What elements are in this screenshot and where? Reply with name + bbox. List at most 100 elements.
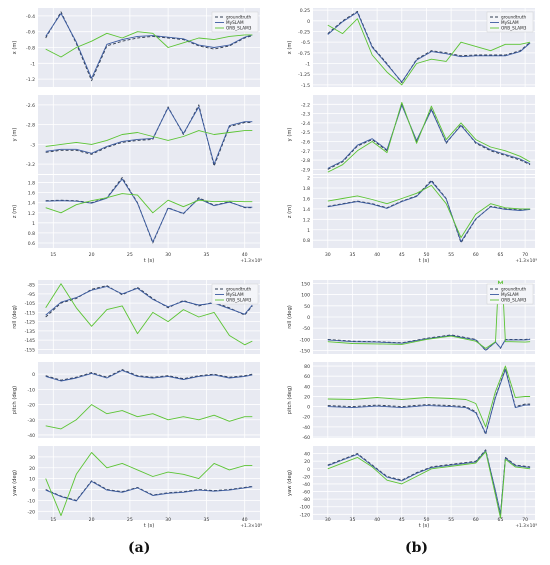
fig-b-legend-box-3 [486, 283, 534, 305]
fig-a-panel-4-series-groundtruth [45, 369, 253, 381]
fig-b-panel-4-ytick-5: -20 [302, 415, 310, 421]
fig-a-panel-2-series-groundtruth [45, 177, 253, 244]
fig-b-panel-2-ytick-1: 1.8 [303, 186, 310, 192]
fig-b-panel-2-ylabel: z (m) [287, 205, 293, 218]
fig-b-legend-label-3-2: ORB_SLAM3 [501, 298, 527, 303]
fig-a-panel-3-ytick-3: -115 [25, 310, 36, 316]
fig-a-xtick-0-0: 15 [50, 252, 56, 258]
fig-b-panel-0-ytick-4: -0.75 [298, 51, 310, 57]
fig-a-panel-0-ytick-4: -1.2 [26, 77, 35, 83]
fig-b-panel-0-ytick-0: 0.25 [300, 8, 310, 14]
fig-b-xlabel-0: t (s) [419, 258, 429, 264]
fig-b-panel-0: 0.25 0 -0.25 -0.5 -0.75 -1 -1.25 -1.5 x (m) groun… [287, 8, 535, 89]
fig-a-panel-2-series-myslam [45, 178, 253, 243]
caption-a: (a) [128, 540, 151, 556]
fig-a-panel-2-ytick-0: 0.6 [28, 241, 35, 247]
fig-b-panel-5-ylabel: yaw (deg) [287, 470, 293, 496]
fig-b-legend-label-3-1: MySLAM [501, 292, 519, 297]
fig-b-panel-1-ytick-0: -2.2 [301, 102, 310, 108]
fig-a-xtick-0-5: 40 [242, 252, 248, 258]
fig-a-offset-label-1: +1.3×10⁹ [240, 523, 262, 529]
fig-b-panel-2-ytick-6: 0.8 [303, 238, 310, 244]
fig-a-panel-0: -0.4 -0.6 -0.8 -1 -1.2 x (m) groundtruthMySLAM… [12, 8, 260, 87]
fig-b-panel-3-ytick-4: -50 [302, 326, 310, 332]
fig-a-panel-3-ytick-6: -145 [25, 338, 36, 344]
fig-b-panel-0-ylabel: x (m) [287, 41, 293, 55]
fig-b-panel-4-ylabel: pitch (deg) [287, 386, 293, 414]
fig-b-panel-0-ytick-2: -0.25 [298, 29, 310, 35]
fig-b-panel-5-ytick-8: -120 [300, 512, 311, 518]
fig-b-panel-4-ytick-0: 80 [304, 364, 310, 370]
caption-b: (b) [405, 540, 429, 556]
fig-a-panel-4-series-orb_slam3 [45, 404, 253, 430]
fig-b-panel-5-series-orb_slam3 [327, 451, 531, 519]
fig-b-panel-4-ytick-4: 0 [307, 405, 310, 411]
fig-b-legend-box-0 [486, 11, 534, 33]
fig-b-panel-4-ytick-3: 20 [304, 394, 310, 400]
fig-b-xtick-1-3: 45 [399, 517, 405, 523]
fig-a-xtick-0-2: 25 [127, 252, 133, 258]
fig-a-panel-3-series-myslam [45, 286, 253, 316]
fig-a-panel-4-background [38, 362, 260, 438]
fig-a-panel-2-ylabel: z (m) [12, 205, 18, 218]
fig-b-panel-3-ytick-2: 50 [304, 304, 310, 310]
fig-a-panel-5-ylabel: yaw (deg) [12, 470, 18, 496]
fig-a-panel-0-series-myslam [45, 13, 253, 79]
fig-b-panel-0-series-orb_slam3 [327, 18, 531, 86]
fig-a-xtick-1-2: 25 [127, 517, 133, 523]
fig-b-xtick-1-0: 30 [325, 517, 331, 523]
fig-b-panel-0-series-groundtruth [327, 10, 531, 84]
fig-a-panel-2-ytick-2: 1 [32, 221, 35, 227]
fig-b-xlabel-1: t (s) [419, 523, 429, 529]
fig-b-panel-1-ytick-7: -2.9 [301, 167, 310, 173]
fig-a-panel-2-series-orb_slam3 [45, 193, 253, 214]
fig-a-panel-5-ytick-2: 10 [29, 477, 35, 483]
fig-b-xtick-1-8: 70 [522, 517, 528, 523]
fig-b-panel-4-ytick-7: -60 [302, 435, 310, 441]
fig-b-panel-2: 2 1.8 1.6 1.4 1.2 1 0.8 z (m) 30 35 40 45 50 55 60 65 70… [287, 175, 537, 264]
fig-b-xtick-1-4: 50 [424, 517, 430, 523]
fig-b-xtick-1-7: 65 [498, 517, 504, 523]
figure-a: -0.4 -0.6 -0.8 -1 -1.2 x (m) groundtruth MySLAM… [0, 0, 275, 539]
fig-a-panel-1-ytick-1: -2.8 [26, 123, 35, 129]
fig-b-legend-label-3-0: groundtruth [501, 287, 526, 292]
fig-b-panel-4-series-myslam [327, 369, 531, 434]
fig-a-panel-1-ytick-3: -3.2 [26, 162, 35, 168]
fig-a-panel-5-background [38, 446, 260, 520]
fig-b-xtick-0-8: 70 [522, 252, 528, 258]
fig-a-panel-2: 0.6 0.8 1 1.2 1.4 1.6 1.8 z (m) 15 20 25 30 35 40 t (s… [12, 175, 262, 264]
fig-b-panel-4-background [313, 362, 535, 438]
fig-a-panel-4-ytick-2: -20 [27, 403, 35, 409]
fig-b-panel-1-ylabel: y (m) [287, 128, 293, 142]
fig-a-legend-label-3-1: MySLAM [226, 292, 244, 297]
fig-b-panel-1-ytick-6: -2.8 [301, 158, 310, 164]
fig-b-panel-3: 150 100 50 0 -50 -100 -150 roll (deg) groundtrut… [287, 280, 535, 355]
fig-a-xtick-1-4: 35 [203, 517, 209, 523]
fig-b-panel-3-series-orb_slam3 [327, 280, 531, 349]
fig-a-panel-2-ytick-6: 1.8 [28, 181, 35, 187]
fig-a-xtick-1-0: 15 [50, 517, 56, 523]
figure-a-svg: -0.4-0.6-0.8-1-1.2x (m)groundtruthMySLAM… [12, 8, 262, 529]
fig-a-panel-4-ytick-0: 0 [32, 372, 35, 378]
fig-a-panel-1-ylabel: y (m) [12, 128, 18, 142]
fig-a-panel-5-ytick-5: -20 [27, 509, 35, 515]
fig-b-panel-4-ytick-2: 40 [304, 384, 310, 390]
fig-b-panel-2-ytick-2: 1.6 [303, 196, 310, 202]
fig-b-xtick-0-4: 50 [424, 252, 430, 258]
fig-a-panel-3-ytick-5: -135 [25, 329, 36, 335]
fig-a-panel-2-ytick-3: 1.2 [28, 211, 35, 217]
fig-a-panel-4-series-myslam [45, 369, 253, 382]
fig-b-panel-4-ytick-6: -40 [302, 425, 310, 431]
fig-b-xtick-0-1: 35 [350, 252, 356, 258]
fig-b-panel-1-ytick-3: -2.5 [301, 130, 310, 136]
fig-b-panel-1-ytick-2: -2.4 [301, 121, 310, 127]
fig-b-panel-0-ytick-3: -0.5 [301, 40, 310, 46]
fig-b-panel-3-ytick-6: -150 [300, 349, 311, 355]
fig-a-panel-4-ytick-4: -40 [27, 433, 35, 439]
fig-a-panel-0-ytick-1: -0.6 [26, 30, 35, 36]
fig-b-panel-5-ytick-4: -40 [302, 482, 310, 488]
fig-b-panel-2-background [313, 175, 535, 248]
fig-b-panel-0-ytick-7: -1.5 [301, 83, 310, 89]
